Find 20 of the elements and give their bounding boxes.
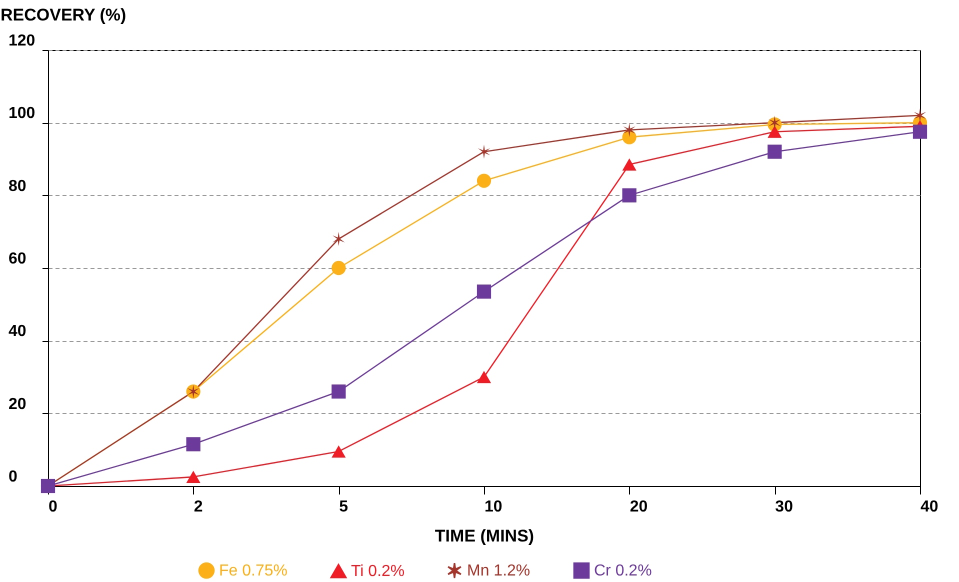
legend-label: Fe 0.75% — [219, 562, 288, 580]
y-tick-label: 20 — [8, 396, 26, 413]
x-tick-label: 40 — [920, 498, 938, 516]
x-axis-title: TIME (MINS) — [434, 526, 534, 546]
y-tick-label: 60 — [8, 250, 26, 268]
x-tick-label: 10 — [484, 498, 502, 516]
x-tick-label: 30 — [775, 498, 794, 516]
y-axis-title: RECOVERY (%) — [0, 6, 126, 24]
x-tick-label: 20 — [630, 498, 648, 516]
y-tick-label: 80 — [8, 178, 26, 195]
y-tick-label: 100 — [8, 105, 36, 122]
y-tick-label: 120 — [8, 32, 36, 50]
x-tick-label: 2 — [194, 498, 203, 516]
x-tick-label: 0 — [48, 498, 58, 516]
y-tick-label: 40 — [8, 323, 26, 340]
legend-label: Mn 1.2% — [467, 562, 530, 580]
x-tick-label: 5 — [339, 498, 348, 516]
legend-label: Cr 0.2% — [594, 562, 652, 580]
y-tick-label: 0 — [8, 468, 18, 486]
legend-label: Ti 0.2% — [351, 563, 405, 580]
